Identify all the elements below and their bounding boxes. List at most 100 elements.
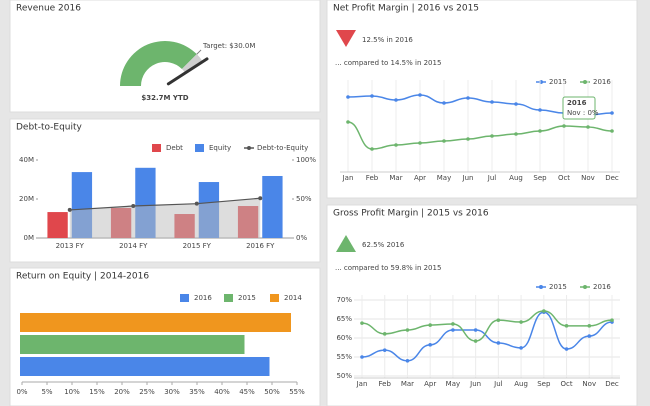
panel-title: Net Profit Margin | 2016 vs 2015 [333,4,479,14]
x-tick-label: 35% [189,388,205,396]
x-tick-label: 30% [164,388,180,396]
x-tick-label: 15% [89,388,105,396]
y-tick-label: 20M [19,195,34,203]
y-tick-label: 40M [19,156,34,164]
y-tick-label: 60% [336,334,352,342]
x-tick-label: Dec [605,380,619,388]
x-tick-label: 5% [41,388,52,396]
x-tick-label: Dec [605,174,619,182]
y-tick-label: 65% [336,315,352,323]
x-tick-label: 55% [289,388,305,396]
line-point [587,324,592,328]
subheadline: ... compared to 14.5% in 2015 [335,59,441,67]
line-point [428,343,432,347]
bar [20,313,291,332]
line-point [587,334,592,338]
x-tick-label: 2014 FY [119,242,148,250]
x-tick-label: Sep [533,174,547,182]
tooltip-title: 2016 [567,99,587,107]
line-point [360,321,364,325]
line-point [538,108,542,112]
line-point [451,322,455,326]
legend-swatch [270,294,279,302]
legend-label: Equity [209,144,231,152]
legend-label: 2014 [284,294,302,302]
x-tick-label: Mar [389,174,402,182]
line-point [194,201,199,206]
x-tick-label: 45% [239,388,255,396]
x-tick-label: 2016 FY [246,242,275,250]
x-tick-label: 20% [114,388,130,396]
legend-label: 2015 [549,283,567,291]
line-point [496,318,501,322]
y-tick-label: 50% [336,372,352,380]
trend-icon [336,30,356,47]
x-tick-label: 40% [214,388,230,396]
x-tick-label: Aug [514,380,528,388]
line-point [519,346,523,350]
line-point [258,196,263,201]
trend-icon [336,235,356,252]
line-point [490,134,494,138]
legend-marker [247,146,251,150]
line-point [564,347,569,351]
x-tick-label: Nov [582,380,596,388]
line [361,311,613,362]
line-point [610,111,614,115]
line-point [466,137,470,141]
x-tick-label: Mar [401,380,414,388]
x-tick-label: 0% [16,388,27,396]
line-point [394,143,398,147]
legend-label: Debt [166,144,183,152]
line-point [418,141,422,145]
bar [20,357,270,376]
line-point [473,328,478,332]
headline: 12.5% in 2016 [362,36,413,44]
x-tick-label: 2015 FY [183,242,212,250]
target-tick [196,49,202,55]
x-tick-label: Oct [560,380,572,388]
line-point [382,332,387,336]
x-tick-label: Feb [366,174,379,182]
y-tick-label: 70% [336,296,352,304]
y-tick-label: 0M [24,234,35,242]
line-point [564,324,569,328]
legend-marker [583,285,587,289]
x-tick-label: Nov [581,174,595,182]
line-point [405,328,410,332]
legend-label: 2016 [194,294,212,302]
bar [47,212,68,238]
line-point [67,207,72,212]
y-tick-label: 55% [336,353,352,361]
legend-swatch [224,294,233,302]
panel-title: Debt-to-Equity [16,123,83,133]
panel-title: Gross Profit Margin | 2015 vs 2016 [333,209,489,219]
x-tick-label: Oct [558,174,570,182]
legend-label: 2016 [593,78,611,86]
line-point [394,98,398,102]
tooltip-text: Nov : 0% [567,109,599,117]
x-tick-label: Apr [414,174,426,182]
line-point [610,318,614,322]
legend-swatch [195,144,204,152]
x-tick-label: 2013 FY [56,242,85,250]
gauge-arc [120,40,197,86]
line-point [514,132,518,136]
line [347,121,613,150]
panel [326,204,638,406]
x-tick-label: 10% [64,388,80,396]
x-tick-label: Jun [462,174,474,182]
bar [20,335,245,354]
subheadline: ... compared to 59.8% in 2015 [335,264,441,272]
gauge-over [181,54,203,73]
line-point [346,120,350,124]
line-point [519,320,523,324]
y2-tick-label: 0% [296,234,307,242]
line-point [418,93,422,97]
x-tick-label: Jun [469,380,481,388]
x-tick-label: Jul [487,174,497,182]
line [361,310,613,342]
line-point [466,96,470,100]
line-point [442,101,446,105]
